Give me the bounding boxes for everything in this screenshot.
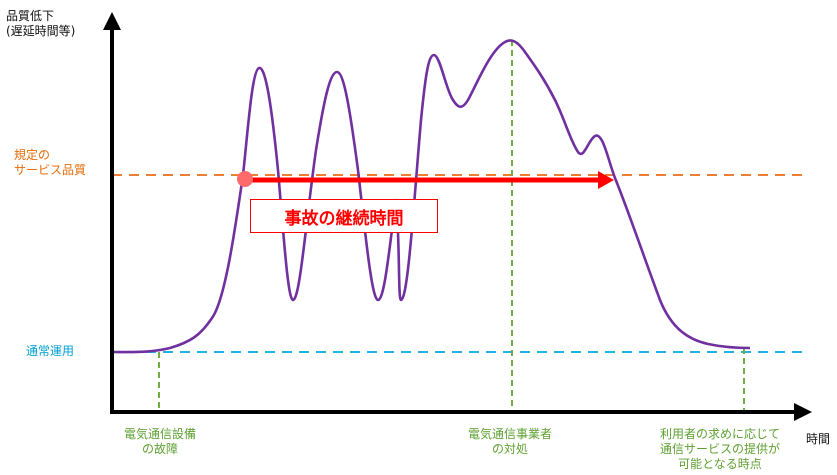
- quality-curve: [111, 39, 751, 354]
- event-response-label: 電気通信事業者 の対処: [467, 427, 552, 456]
- duration-label-box: 事故の継続時間: [250, 199, 438, 233]
- baseline-label: 通常運用: [26, 344, 75, 358]
- x-axis-label: 時間: [806, 432, 831, 446]
- event-recovery-label: 利用者の求めに応じて 通信サービスの提供が 可能となる時点: [659, 427, 780, 471]
- breach-point: [237, 171, 253, 187]
- duration-label: 事故の継続時間: [284, 208, 404, 229]
- y-axis-arrowhead: [103, 12, 121, 30]
- event-failure-label: 電気通信設備 の故障: [123, 427, 196, 456]
- duration-arrowhead: [598, 171, 614, 189]
- y-axis-label: 品質低下 (遅延時間等): [6, 9, 76, 38]
- threshold-label: 規定の サービス品質: [14, 148, 87, 177]
- x-axis-arrowhead: [794, 403, 812, 421]
